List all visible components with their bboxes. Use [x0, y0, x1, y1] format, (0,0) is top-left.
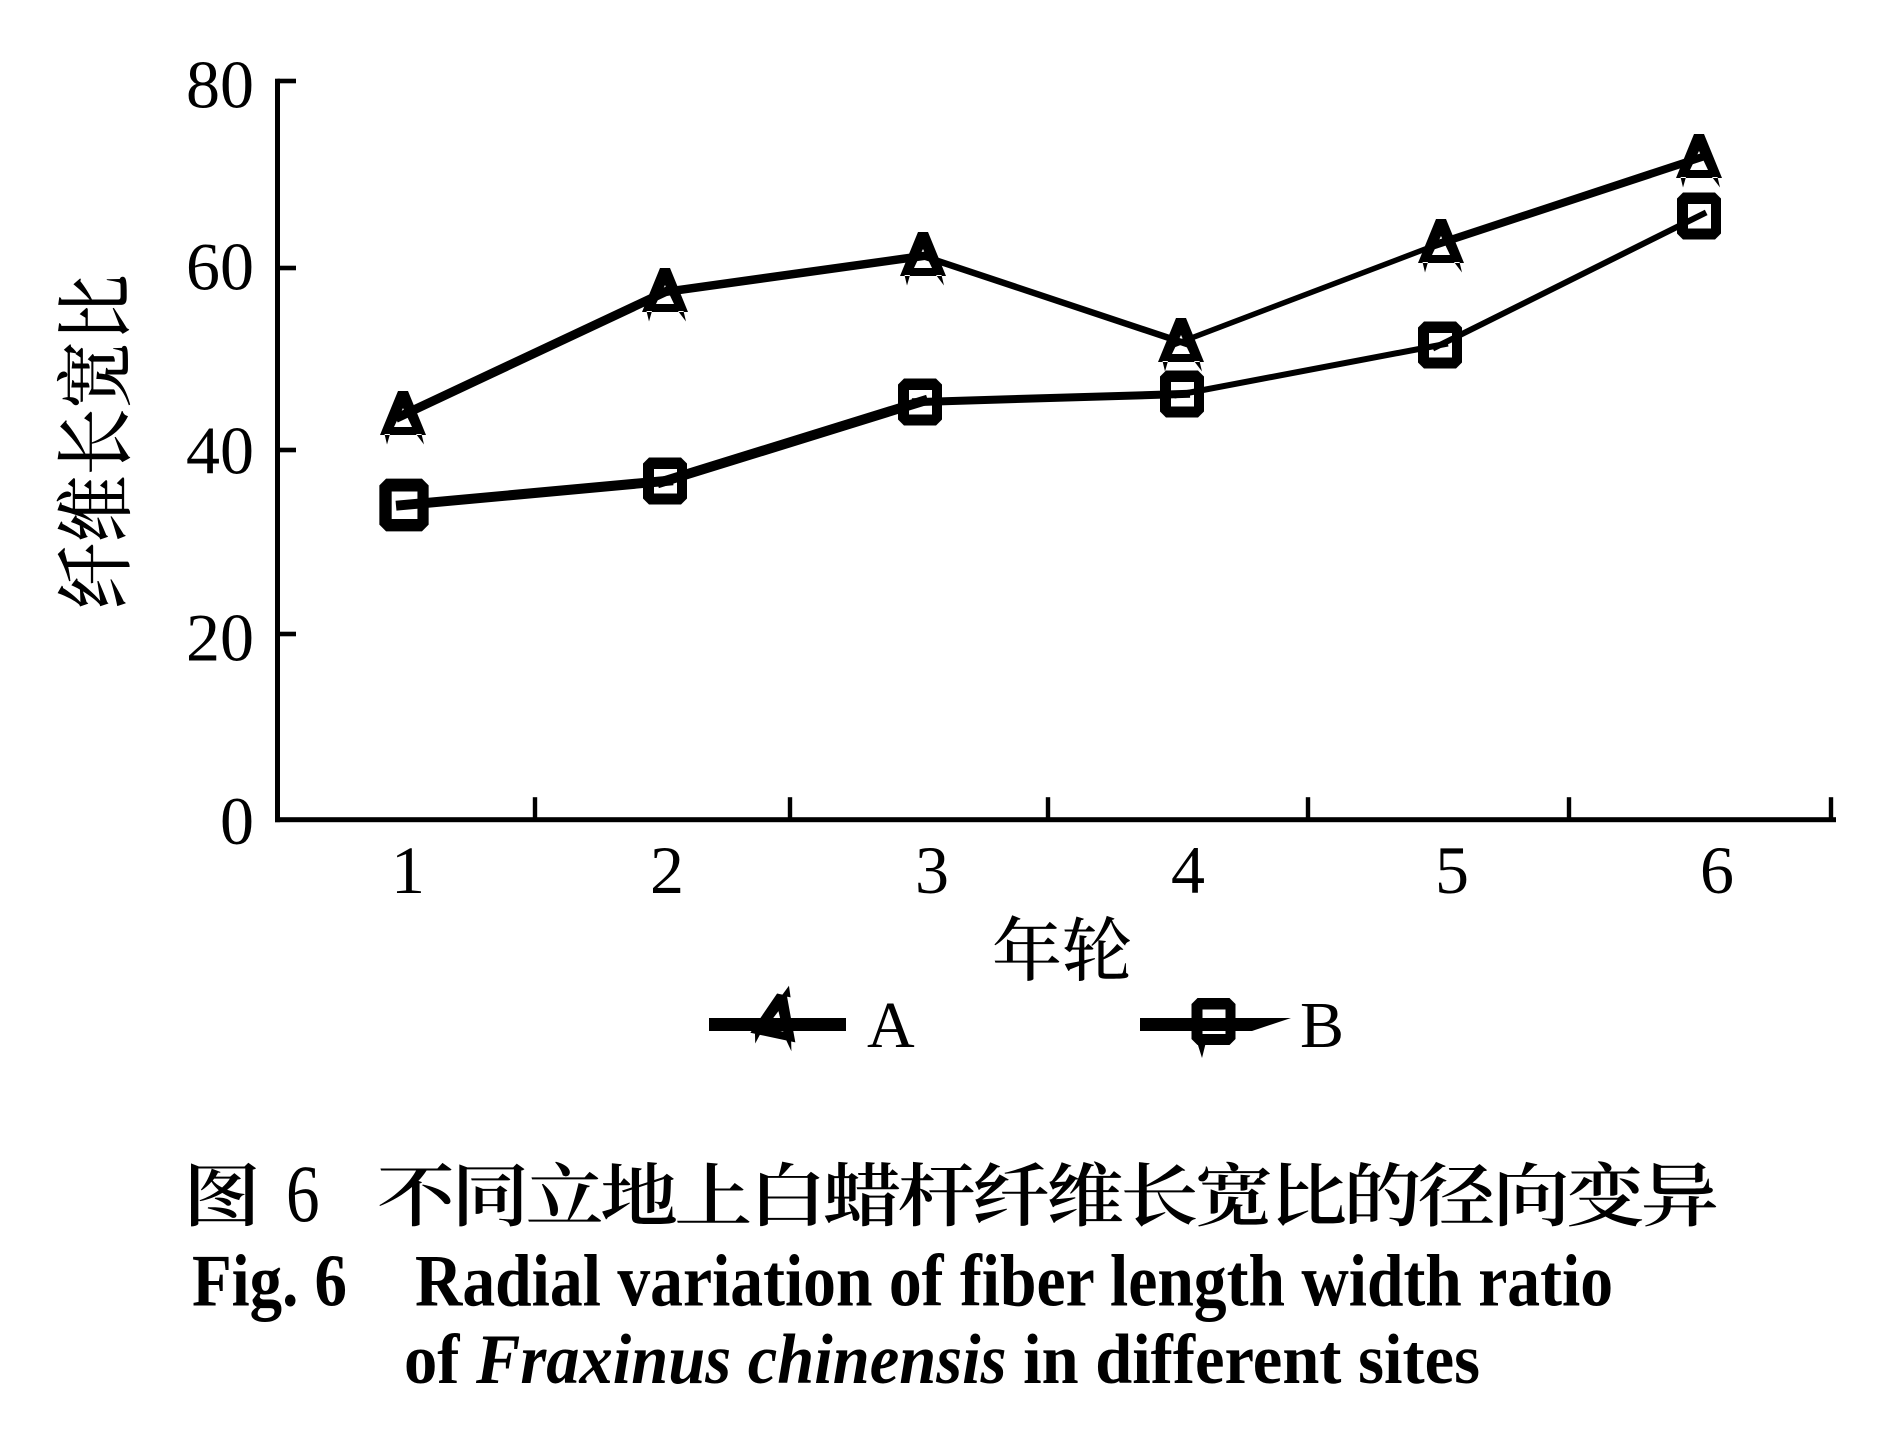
svg-text:Fig. 6: Fig. 6: [192, 1241, 347, 1323]
svg-text:Radial variation of fiber leng: Radial variation of fiber length width r…: [415, 1241, 1613, 1323]
svg-text:2: 2: [650, 832, 684, 908]
svg-text:40: 40: [186, 413, 254, 489]
svg-text:3: 3: [915, 832, 949, 908]
svg-text:B: B: [1300, 989, 1344, 1062]
svg-text:A: A: [867, 989, 915, 1062]
svg-text:60: 60: [186, 229, 254, 305]
svg-text:1: 1: [391, 832, 425, 908]
svg-text:0: 0: [220, 783, 254, 859]
svg-text:of Fraxinus chinensis in diffe: of Fraxinus chinensis in different sites: [404, 1321, 1480, 1399]
svg-text:20: 20: [186, 600, 254, 676]
svg-text:4: 4: [1171, 832, 1205, 908]
svg-text:6: 6: [286, 1149, 320, 1240]
svg-text:80: 80: [186, 47, 254, 123]
svg-text:6: 6: [1700, 832, 1734, 908]
svg-text:5: 5: [1435, 832, 1469, 908]
